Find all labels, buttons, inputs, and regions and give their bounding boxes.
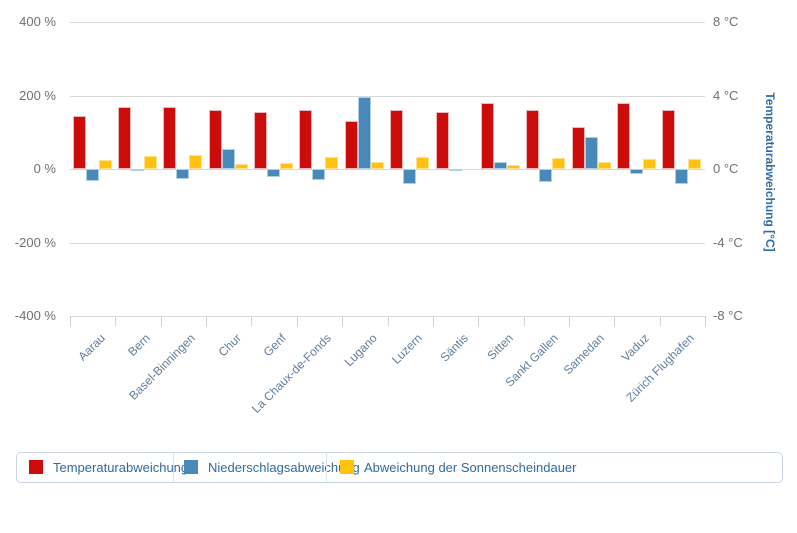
column-bar xyxy=(585,137,598,169)
x-axis-tick xyxy=(342,316,343,326)
column-bar xyxy=(507,165,520,169)
column-bar xyxy=(449,169,462,171)
y-axis-label-left: 200 % xyxy=(19,88,56,103)
y-axis-label-right: -8 °C xyxy=(713,308,743,323)
column-bar xyxy=(481,103,494,169)
y-axis-label-left: 400 % xyxy=(19,14,56,29)
legend-item-label: Niederschlagsabweichung xyxy=(208,460,360,475)
column-bar xyxy=(675,169,688,184)
legend-divider xyxy=(326,453,327,482)
x-axis-tick xyxy=(388,316,389,326)
legend-swatch xyxy=(29,460,43,474)
gridline xyxy=(70,169,705,170)
column-bar xyxy=(371,162,384,169)
y-axis-label-right: 4 °C xyxy=(713,88,739,103)
gridline xyxy=(70,22,705,23)
legend-item-label: Temperaturabweichung xyxy=(53,460,189,475)
column-bar xyxy=(630,169,643,174)
column-bar xyxy=(209,110,222,169)
y-axis-label-left: -400 % xyxy=(14,308,56,323)
y-axis-label-right: -4 °C xyxy=(713,235,743,250)
legend-swatch xyxy=(184,460,198,474)
legend-item[interactable]: Niederschlagsabweichung xyxy=(184,453,360,482)
column-bar xyxy=(643,159,656,169)
gridline xyxy=(70,243,705,244)
column-bar xyxy=(552,158,565,169)
column-bar xyxy=(189,155,202,169)
column-bar xyxy=(662,110,675,169)
column-bar xyxy=(163,107,176,169)
column-bar xyxy=(494,162,507,169)
column-bar xyxy=(73,116,86,169)
gridline xyxy=(70,316,705,317)
legend-item[interactable]: Temperaturabweichung xyxy=(29,453,188,482)
column-bar xyxy=(688,159,701,169)
x-axis-tick xyxy=(70,316,71,326)
column-bar xyxy=(403,169,416,184)
column-bar xyxy=(358,97,371,169)
column-bar xyxy=(345,121,358,169)
column-bar xyxy=(131,169,144,171)
x-axis-tick xyxy=(478,316,479,326)
column-bar xyxy=(118,107,131,169)
column-bar xyxy=(617,103,630,169)
x-axis-tick xyxy=(115,316,116,326)
column-bar xyxy=(390,110,403,169)
column-bar xyxy=(267,169,280,177)
column-bar xyxy=(325,157,338,169)
y-axis-label-left: -200 % xyxy=(14,235,56,250)
column-bar xyxy=(299,110,312,169)
y-axis-label-right: 8 °C xyxy=(713,14,739,29)
x-axis-tick xyxy=(297,316,298,326)
y-axis-label-left: 0 % xyxy=(33,161,56,176)
x-axis-tick xyxy=(569,316,570,326)
column-bar xyxy=(280,163,293,169)
x-axis-tick xyxy=(206,316,207,326)
column-bar xyxy=(176,169,189,179)
x-axis-tick xyxy=(705,316,706,326)
y-axis-label-right: 0 °C xyxy=(713,161,739,176)
column-bar xyxy=(416,157,429,169)
column-bar xyxy=(436,112,449,169)
x-axis-tick xyxy=(524,316,525,326)
column-bar xyxy=(254,112,267,169)
legend: Temperaturabweichung Niederschlagsabweich… xyxy=(16,452,783,483)
column-bar xyxy=(312,169,325,180)
legend-divider xyxy=(173,453,174,482)
legend-item-label: Abweichung der Sonnenscheindauer xyxy=(364,460,577,475)
gridline xyxy=(70,96,705,97)
column-bar xyxy=(99,160,112,169)
column-bar xyxy=(144,156,157,169)
column-bar xyxy=(222,149,235,169)
column-bar xyxy=(539,169,552,182)
column-bar xyxy=(235,164,248,169)
x-axis-tick xyxy=(660,316,661,326)
right-axis-title: Temperaturabweichung [°C] xyxy=(763,92,777,252)
x-axis-tick xyxy=(433,316,434,326)
legend-swatch xyxy=(340,460,354,474)
x-axis-tick xyxy=(161,316,162,326)
column-bar xyxy=(598,162,611,169)
column-bar xyxy=(526,110,539,169)
x-axis-tick xyxy=(251,316,252,326)
legend-item[interactable]: Abweichung der Sonnenscheindauer xyxy=(340,453,760,482)
column-bar xyxy=(572,127,585,169)
x-axis-tick xyxy=(614,316,615,326)
column-bar xyxy=(86,169,99,181)
